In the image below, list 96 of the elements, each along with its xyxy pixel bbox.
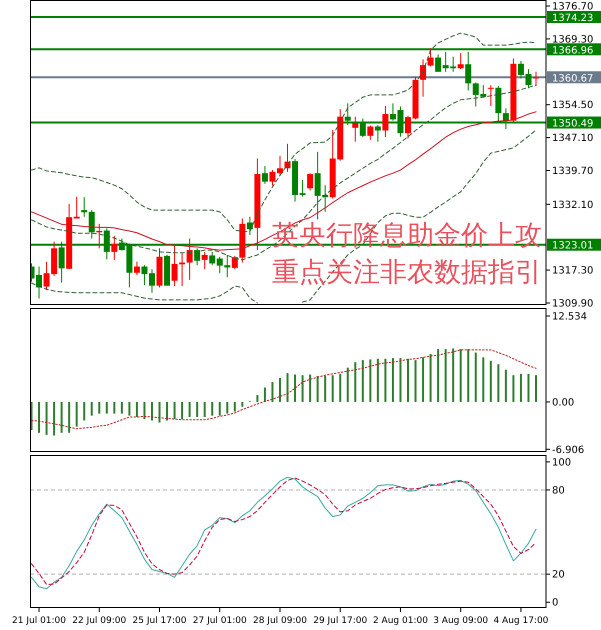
x-tick-label: 2 Aug 01:00 [372,616,428,626]
bar [256,395,258,402]
bar [362,360,364,402]
bar [53,402,56,436]
bar [181,402,184,420]
bar [414,360,417,402]
bar [460,349,462,402]
x-tick-label: 3 Aug 09:00 [433,616,488,626]
bar [68,402,70,433]
bar [332,375,334,402]
bar [422,357,424,402]
bar [60,402,63,433]
y-tick-label: 1339.70 [552,166,594,178]
bar [346,368,349,402]
y-tick-label: 1354.50 [552,100,594,112]
bar [324,376,326,402]
ref-line-label: 1350.49 [552,118,594,130]
bar [76,402,78,427]
bar [490,360,492,402]
bar [497,364,500,402]
x-tick-label: 27 Jul 01:00 [192,616,247,626]
bar [376,358,379,402]
bar [354,362,356,402]
y-tick-label: 0 [552,598,558,609]
bar [482,357,484,402]
bar [316,376,319,402]
bar [527,374,530,402]
bar [106,402,108,414]
bar [204,402,206,418]
bar [504,370,507,402]
bar [211,402,214,416]
bar [437,349,440,402]
bar [286,373,289,402]
bar [46,402,48,435]
bar [226,402,228,414]
x-tick-label: 4 Aug 17:00 [493,616,549,626]
bar [136,402,138,418]
ref-line-label: 1366.96 [552,45,594,56]
bar [188,402,191,418]
bar [430,354,432,402]
bar [399,358,402,402]
bar [264,388,266,402]
y-tick-label: 100 [552,457,572,468]
bar [83,402,86,420]
bar [113,402,116,414]
bar [271,382,274,402]
ref-line-label: 1360.67 [552,73,594,84]
bar [218,402,221,416]
bar [196,402,198,418]
y-tick-label: 1317.30 [552,266,594,277]
bar [150,402,153,420]
bar [120,402,123,414]
bar [90,402,93,416]
bar [241,402,244,407]
y-tick-label: 1309.90 [552,298,594,310]
bar [512,375,514,402]
bar [339,374,342,402]
bar [158,402,161,423]
bar [406,358,409,402]
bar [309,374,312,402]
bar [302,375,304,402]
y-tick-label: 1347.10 [552,133,594,144]
bar [474,352,477,402]
ref-line-label: 1323.01 [552,240,594,252]
ref-line-label: 1374.23 [552,12,594,24]
y-tick-label: 1332.10 [552,200,594,211]
y-tick-label: 12.534 [552,311,587,322]
bar [143,402,146,420]
bar [535,375,537,402]
annotation: 重点关注非农数据指引 [272,257,542,288]
y-tick-label: -6.906 [552,444,584,456]
bar [278,378,281,402]
bar [98,402,100,414]
x-tick-label: 21 Jul 01:00 [12,616,66,626]
x-tick-label: 28 Jul 09:00 [252,616,308,626]
y-tick-label: 1369.30 [552,34,594,46]
bar [174,402,176,420]
bar [467,349,470,402]
bar [166,402,168,420]
bar [452,348,454,402]
bar [294,374,296,402]
bar [234,402,236,412]
bar [38,402,40,433]
bar [392,358,394,402]
x-tick-label: 22 Jul 09:00 [72,616,127,626]
bar [384,358,386,402]
x-tick-label: 29 Jul 17:00 [313,616,368,626]
y-tick-label: 80 [552,485,565,496]
bar [444,349,447,402]
x-tick-label: 25 Jul 17:00 [132,616,187,626]
y-tick-label: 20 [552,570,565,581]
bar [369,359,372,402]
bar [520,374,522,402]
bar [128,402,130,416]
y-tick-label: 1376.70 [552,2,594,12]
y-tick-label: 0.00 [552,397,574,408]
